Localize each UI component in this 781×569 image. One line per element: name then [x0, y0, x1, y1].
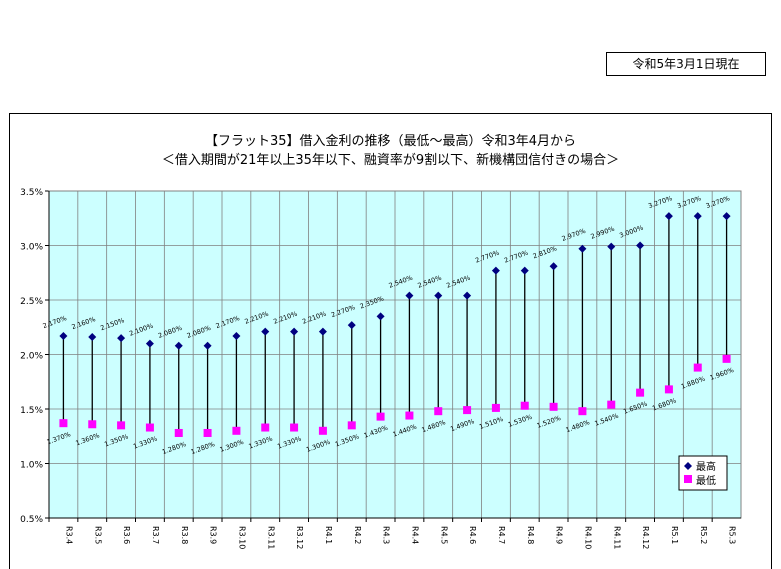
chart-title: 【フラット35】借入金利の推移（最低～最高）令和3年4月から [204, 134, 577, 149]
high-marker [59, 331, 68, 340]
high-marker [174, 341, 183, 350]
x-tick-label: R3.11 [266, 526, 275, 549]
high-marker [203, 341, 212, 350]
x-tick-label: R3.7 [151, 526, 160, 544]
x-tick-label: R4.4 [410, 526, 419, 544]
high-marker [491, 266, 500, 275]
high-marker [347, 321, 356, 330]
legend-high-marker [684, 462, 692, 470]
low-marker [174, 428, 183, 437]
low-marker [636, 388, 645, 397]
low-marker [376, 412, 385, 421]
high-marker [290, 327, 299, 336]
high-marker [434, 291, 443, 300]
y-tick-label: 2.0% [20, 352, 43, 362]
legend-low-label: 最低 [696, 474, 716, 487]
low-marker [203, 428, 212, 437]
low-marker [664, 385, 673, 394]
high-marker [261, 327, 270, 336]
x-tick-label: R3.5 [93, 526, 102, 544]
y-tick-label: 1.5% [20, 406, 43, 416]
high-marker [318, 327, 327, 336]
y-tick-label: 3.5% [20, 188, 43, 198]
x-tick-label: R4.10 [583, 526, 592, 549]
x-tick-label: R5.2 [699, 526, 708, 544]
as-of-date: 令和5年3月1日現在 [606, 52, 766, 76]
x-tick-label: R4.9 [555, 526, 564, 544]
low-marker [117, 421, 126, 430]
x-tick-label: R4.12 [641, 526, 650, 549]
low-marker [405, 411, 414, 420]
high-marker [520, 266, 529, 275]
legend-box [678, 455, 728, 491]
x-tick-label: R4.8 [526, 526, 535, 544]
x-tick-label: R3.6 [122, 526, 131, 544]
high-marker [693, 212, 702, 221]
low-marker [549, 402, 558, 411]
x-tick-label: R5.3 [728, 526, 737, 544]
low-marker [520, 401, 529, 410]
low-marker [434, 407, 443, 416]
low-marker [463, 406, 472, 415]
low-marker [261, 423, 270, 432]
low-marker [578, 407, 587, 416]
low-marker [607, 400, 616, 409]
x-tick-label: R4.2 [353, 526, 362, 544]
high-marker [463, 291, 472, 300]
high-marker [722, 212, 731, 221]
chart-subtitle: ＜借入期間が21年以上35年以下、融資率が9割以下、新機構団信付きの場合＞ [161, 153, 620, 168]
x-tick-label: R3.9 [209, 526, 218, 544]
high-marker [636, 241, 645, 250]
low-marker [722, 354, 731, 363]
low-marker [318, 426, 327, 435]
low-marker [693, 363, 702, 372]
chart-frame [9, 113, 772, 569]
low-marker [145, 423, 154, 432]
high-marker [549, 262, 558, 271]
x-tick-label: R3.12 [295, 526, 304, 549]
low-marker [491, 403, 500, 412]
high-marker [405, 291, 414, 300]
high-marker [145, 339, 154, 348]
x-tick-label: R4.1 [324, 526, 333, 544]
legend-high-label: 最高 [696, 460, 716, 473]
high-marker [607, 242, 616, 251]
x-tick-label: R5.1 [670, 526, 679, 544]
x-tick-label: R4.11 [612, 526, 621, 549]
x-tick-label: R4.5 [439, 526, 448, 544]
high-marker [88, 333, 97, 342]
x-tick-label: R4.3 [382, 526, 391, 544]
high-marker [578, 244, 587, 253]
x-tick-label: R3.4 [64, 526, 73, 544]
low-marker [59, 419, 68, 428]
y-tick-label: 0.5% [20, 515, 43, 525]
low-marker [232, 426, 241, 435]
legend-low-marker [684, 475, 692, 483]
x-tick-label: R4.6 [468, 526, 477, 544]
y-tick-label: 3.0% [20, 243, 43, 253]
x-tick-label: R3.10 [237, 526, 246, 549]
x-tick-label: R4.7 [497, 526, 506, 544]
high-marker [232, 331, 241, 340]
low-marker [290, 423, 299, 432]
low-marker [88, 420, 97, 429]
y-tick-label: 2.5% [20, 297, 43, 307]
low-marker [347, 421, 356, 430]
y-tick-label: 1.0% [20, 461, 43, 471]
high-marker [664, 212, 673, 221]
x-tick-label: R3.8 [180, 526, 189, 544]
high-marker [376, 312, 385, 321]
high-marker [117, 334, 126, 343]
